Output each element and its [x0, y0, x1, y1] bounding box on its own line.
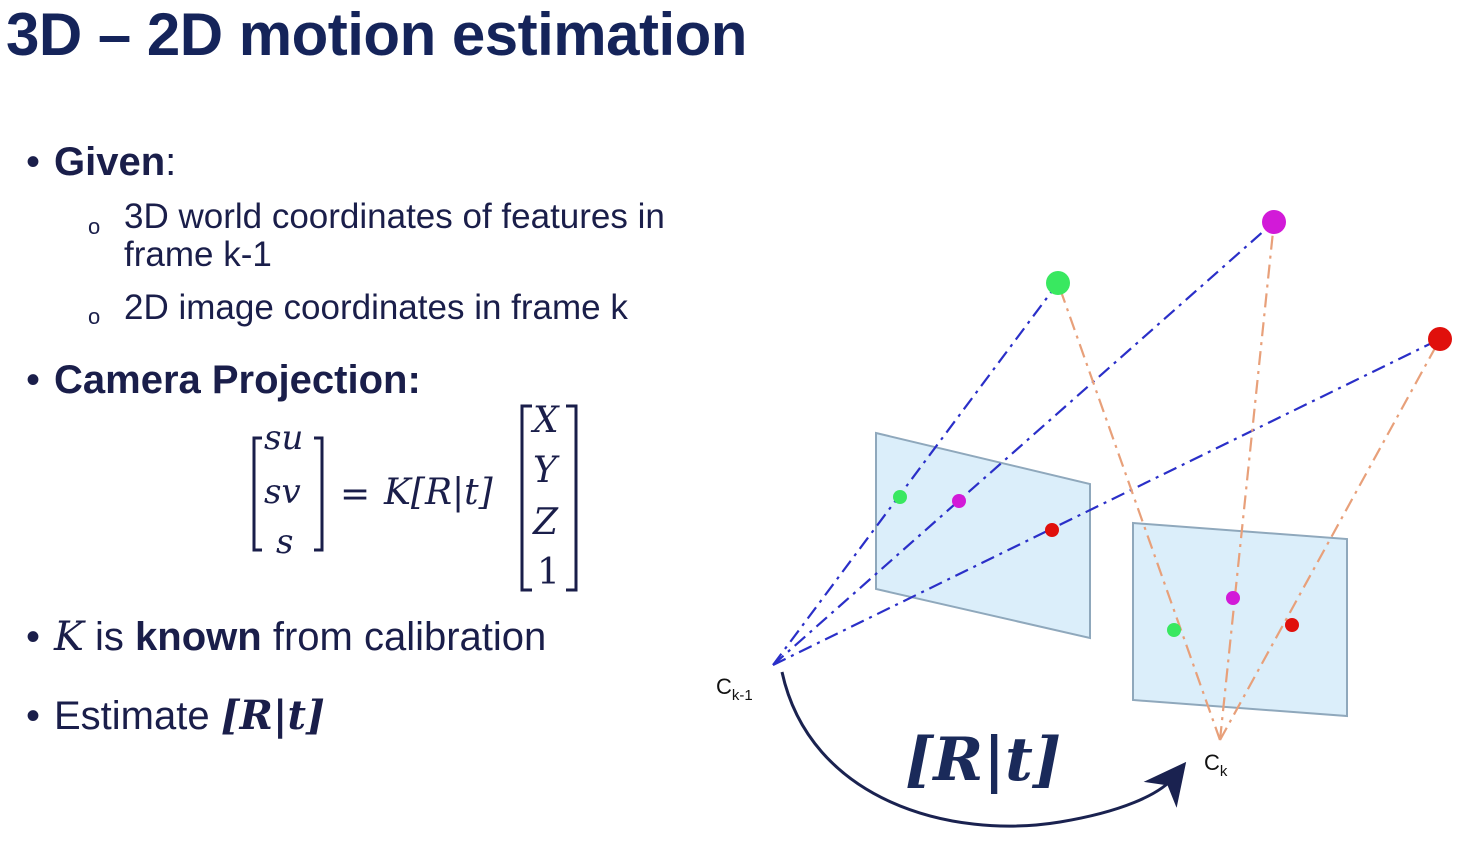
equals-sign: = — [340, 474, 371, 515]
known-word: known — [135, 615, 262, 659]
bullet-dot: • — [26, 140, 41, 184]
rays-camera-k — [1056, 221, 1441, 741]
given-item-1-line2: frame k-1 — [124, 235, 272, 274]
rhs-entry-one: 1 — [537, 552, 560, 593]
given-item-2: o 2D image coordinates in frame k — [88, 288, 788, 329]
bullet-dot: • — [26, 615, 41, 659]
estimate-text: Estimate — [54, 694, 210, 738]
image-point-magenta-k — [1226, 591, 1240, 605]
camera-k-label: Ck — [1204, 750, 1228, 780]
given-item-1: o 3D world coordinates of features in fr… — [88, 198, 788, 278]
ray-green-k — [1056, 282, 1222, 741]
world-point-green — [1046, 271, 1070, 295]
world-point-red — [1428, 327, 1452, 351]
bullet-estimate: • Estimate [R|t] — [26, 692, 325, 739]
image-point-magenta-k-1 — [952, 494, 966, 508]
world-point-magenta — [1262, 210, 1286, 234]
given-colon: : — [165, 140, 177, 184]
given-label: Given — [54, 140, 166, 184]
slide-title: 3D – 2D motion estimation — [6, 1, 747, 68]
matrix-brackets — [252, 404, 578, 592]
bullet-dot: • — [26, 358, 41, 402]
camera-k-1-label: Ck-1 — [716, 674, 753, 704]
sub-bullet-icon: o — [88, 214, 101, 239]
k-symbol: K — [54, 614, 84, 660]
rhs-entry-x: X — [533, 400, 559, 441]
image-point-green-k-1 — [893, 490, 907, 504]
motion-arrow — [780, 671, 1187, 828]
ray-red — [772, 338, 1441, 666]
known-is: is — [95, 615, 124, 659]
known-rest: from calibration — [272, 615, 547, 659]
bullet-given: • Given: — [26, 140, 176, 185]
estimate-expr: [R|t] — [220, 692, 325, 739]
bullet-projection: • Camera Projection: — [26, 358, 421, 403]
rhs-entry-y: Y — [533, 450, 557, 491]
lhs-entry-3: s — [276, 522, 294, 562]
given-item-2-text: 2D image coordinates in frame k — [124, 288, 628, 327]
rhs-entry-z: Z — [533, 502, 559, 543]
ray-red-k — [1219, 338, 1441, 741]
k-rt-operator: K[R|t] — [384, 472, 493, 513]
image-point-red-k-1 — [1045, 523, 1059, 537]
bullet-dot: • — [26, 694, 41, 738]
ray-magenta — [772, 221, 1275, 666]
rays-camera-k-1 — [772, 221, 1441, 666]
given-item-1-line1: 3D world coordinates of features in — [124, 197, 665, 236]
image-point-red-k — [1285, 618, 1299, 632]
lhs-entry-2: sv — [264, 472, 301, 512]
lhs-entry-1: su — [264, 418, 304, 458]
bullet-known: • K is known from calibration — [26, 614, 546, 660]
image-point-green-k — [1167, 623, 1181, 637]
image-plane-k — [1132, 521, 1348, 718]
image-plane-k-1 — [875, 431, 1091, 640]
ray-green — [772, 282, 1059, 666]
sub-bullet-icon: o — [88, 304, 101, 329]
motion-label: [R|t] — [905, 725, 1062, 795]
projection-label: Camera Projection: — [54, 358, 421, 402]
